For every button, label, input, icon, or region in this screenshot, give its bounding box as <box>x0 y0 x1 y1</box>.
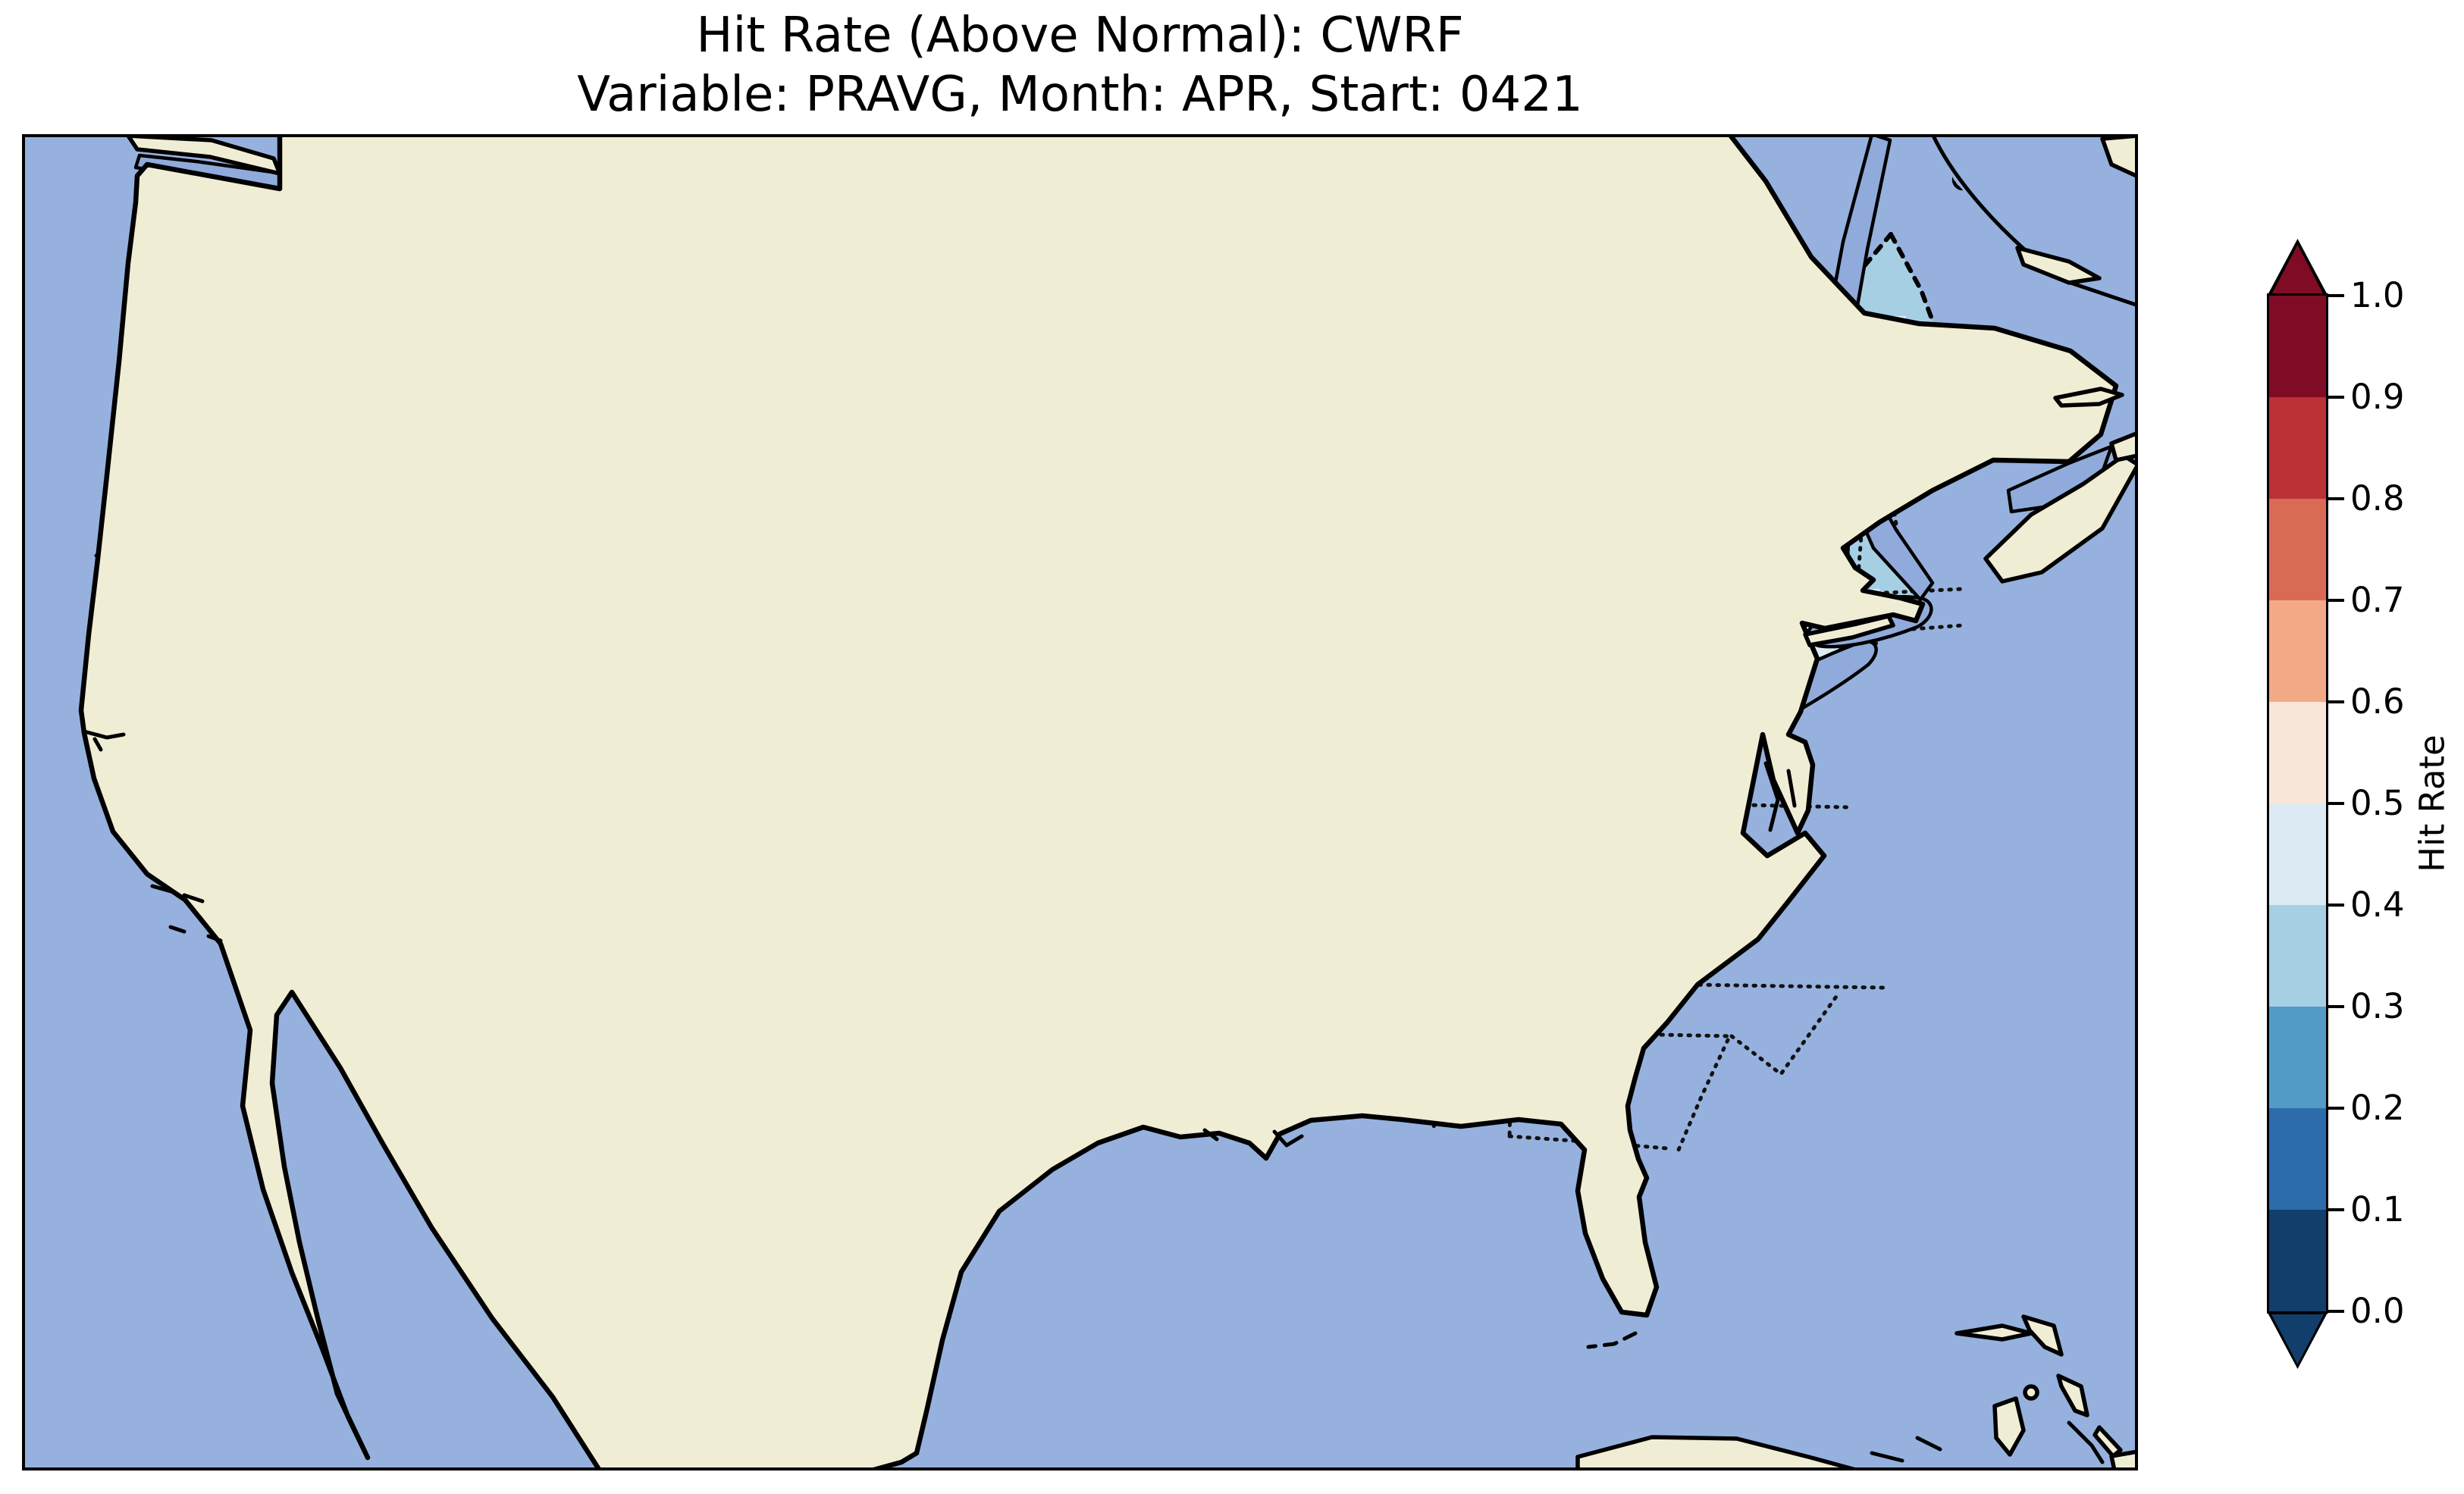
colorbar-tick <box>2326 1310 2344 1313</box>
colorbar-tick <box>2326 1208 2344 1211</box>
nova-scotia <box>1983 453 2138 584</box>
colorbar-bin-2 <box>2269 1007 2326 1108</box>
conus-hit-rate-map <box>22 134 2138 1471</box>
vancouver-island <box>126 134 282 176</box>
exuma-cays <box>2067 1420 2105 1464</box>
colorbar-tick-label: 1.0 <box>2350 275 2405 315</box>
cuban-cays <box>1870 1436 1942 1463</box>
colorbar-tick-label: 0.2 <box>2350 1088 2405 1128</box>
colorbar-tick-label: 0.7 <box>2350 580 2405 620</box>
colorbar-tick <box>2326 1107 2344 1110</box>
colorbar-tick <box>2326 599 2344 602</box>
map-panel <box>22 134 2138 1471</box>
colorbar-tick-label: 0.9 <box>2350 377 2405 417</box>
florida-keys <box>1586 1331 1638 1349</box>
colorbar-tick <box>2326 497 2344 500</box>
andros <box>1992 1396 2026 1457</box>
cuba <box>1575 1435 1861 1471</box>
sf-bay-detail <box>82 729 126 752</box>
colorbar-tick-label: 0.1 <box>2350 1189 2405 1229</box>
eleuthera <box>2056 1373 2089 1417</box>
colorbar-tick-label: 0.4 <box>2350 885 2405 925</box>
colorbar-tick-label: 0.8 <box>2350 478 2405 518</box>
colorbar-bin-3 <box>2269 905 2326 1007</box>
prince-edward-island <box>2053 387 2124 408</box>
abaco <box>2021 1314 2064 1357</box>
colorbar-tick-label: 0.6 <box>2350 681 2405 722</box>
long-island <box>1803 614 1895 647</box>
colorbar-bin-8 <box>2269 397 2326 499</box>
colorbar-bin-5 <box>2269 702 2326 803</box>
colorbar-tick-label: 0.3 <box>2350 986 2405 1026</box>
colorbar-tick-label: 0.5 <box>2350 783 2405 823</box>
colorbar-axis-label: Hit Rate <box>2412 734 2453 872</box>
colorbar-bin-0 <box>2269 1210 2326 1311</box>
colorbar-bin-9 <box>2269 296 2326 397</box>
colorbar-extend-min-arrow <box>2271 1314 2324 1364</box>
colorbar-tick <box>2326 396 2344 399</box>
chart-title-line1: Hit Rate (Above Normal): CWRF <box>696 8 1464 64</box>
colorbar-bin-4 <box>2269 803 2326 905</box>
louisiana-marsh-detail <box>1202 1128 1304 1148</box>
colorbar-tick <box>2326 802 2344 805</box>
colorbar-tick <box>2326 1005 2344 1008</box>
colorbar-tick <box>2326 904 2344 907</box>
map-frame <box>22 134 2138 1471</box>
chesapeake-detail <box>1763 761 1797 832</box>
colorbar-bin-6 <box>2269 600 2326 702</box>
colorbar-extend-max-arrow <box>2271 245 2324 295</box>
colorbar-bin-1 <box>2269 1108 2326 1210</box>
chart-title-line2: Variable: PRAVG, Month: APR, Start: 0421 <box>577 67 1583 123</box>
anticosti-island <box>2015 246 2102 285</box>
islands-layer <box>82 134 2138 1471</box>
hispaniola-corner <box>2109 1449 2138 1471</box>
cape-breton <box>2109 431 2138 462</box>
colorbar-bin-7 <box>2269 499 2326 600</box>
new-providence <box>2023 1384 2039 1401</box>
channel-islands <box>150 884 223 943</box>
colorbar-tick-label: 0.0 <box>2350 1291 2405 1331</box>
colorbar-tick <box>2326 294 2344 297</box>
gulf-of-st-lawrence <box>1933 134 2138 305</box>
colorbar-tick <box>2326 700 2344 703</box>
